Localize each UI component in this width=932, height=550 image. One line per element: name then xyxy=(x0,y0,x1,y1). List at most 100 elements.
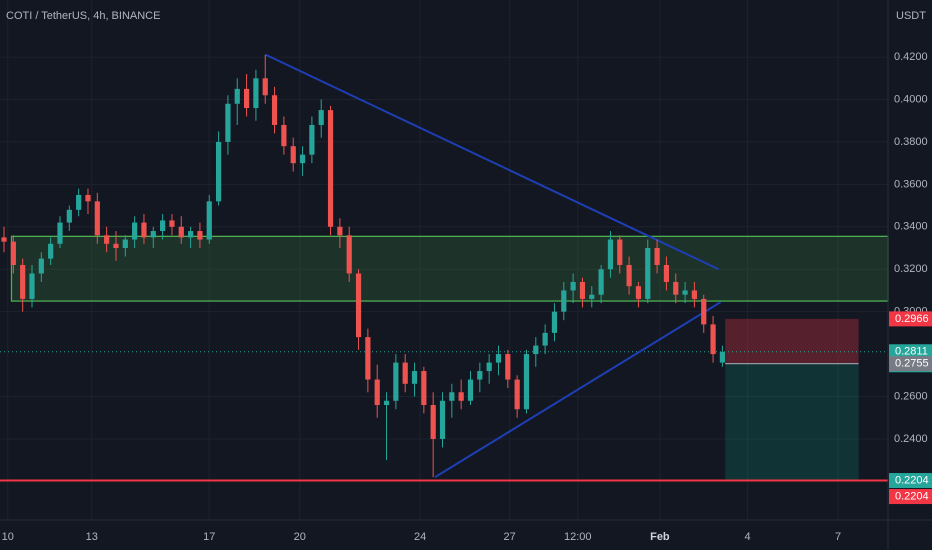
candle-body xyxy=(104,235,110,244)
candle-body xyxy=(561,290,567,312)
candle-body xyxy=(141,222,147,238)
candle-body xyxy=(449,392,455,401)
x-tick-label: 10 xyxy=(2,531,14,543)
y-tick-label: 0.3400 xyxy=(894,221,928,233)
x-tick-label: 20 xyxy=(294,531,306,543)
currency-label: USDT xyxy=(896,10,926,22)
y-tick-label: 0.4200 xyxy=(894,51,928,63)
candle-body xyxy=(579,281,586,299)
candle-body xyxy=(682,290,688,295)
candle-body xyxy=(570,281,576,291)
y-tick-label: 0.2400 xyxy=(894,433,928,445)
y-tick-label: 0.3200 xyxy=(894,263,928,275)
candle-body xyxy=(234,88,240,104)
candle-body xyxy=(281,124,287,147)
candle-body xyxy=(243,88,250,108)
target-zone xyxy=(725,363,859,481)
candle-body xyxy=(206,201,212,240)
candle-body xyxy=(1,237,7,242)
candle-body xyxy=(150,231,156,238)
candle-body xyxy=(188,231,194,238)
y-tick-label: 0.4000 xyxy=(894,93,928,105)
candle-body xyxy=(318,110,324,125)
candle-body xyxy=(355,273,362,338)
candle-body xyxy=(197,231,203,240)
candle-body xyxy=(299,154,306,164)
candle-body xyxy=(645,248,651,299)
grid xyxy=(0,0,888,520)
candle-body xyxy=(122,239,128,249)
x-tick-label: 13 xyxy=(86,531,98,543)
price-label: 0.2966 xyxy=(895,313,929,325)
candle-body xyxy=(94,201,100,236)
candle-body xyxy=(626,264,632,287)
candle-body xyxy=(710,324,716,355)
candle-body xyxy=(225,103,231,142)
candle-body xyxy=(169,220,175,227)
candle-body xyxy=(467,379,474,401)
candle-body xyxy=(663,264,670,282)
candle-body xyxy=(160,220,166,232)
candle-body xyxy=(327,110,334,227)
price-label-bg xyxy=(889,489,932,505)
overlays xyxy=(0,53,889,482)
candle-body xyxy=(411,371,418,384)
candle-body xyxy=(178,226,184,238)
trend-line xyxy=(264,53,720,271)
candle-body xyxy=(132,222,138,240)
candle-body xyxy=(215,141,222,202)
candle-body xyxy=(598,269,604,295)
candle-body xyxy=(439,400,446,439)
candle-body xyxy=(10,241,16,265)
candle-body xyxy=(719,351,725,363)
candle-body xyxy=(701,298,707,325)
price-label: 0.2755 xyxy=(895,358,929,370)
price-label: 0.2204 xyxy=(895,474,929,486)
candle-body xyxy=(402,362,408,384)
candle-body xyxy=(514,379,520,410)
x-tick-label: 17 xyxy=(203,531,215,543)
price-label: 0.2811 xyxy=(895,346,928,358)
y-tick-label: 0.3800 xyxy=(894,136,928,148)
candle-body xyxy=(20,264,26,299)
price-label-bg xyxy=(889,311,932,327)
candle-body xyxy=(309,124,315,155)
candle-body xyxy=(486,362,492,372)
candle-body xyxy=(262,78,268,96)
x-tick-label: 24 xyxy=(414,531,426,543)
candle-body xyxy=(57,222,63,244)
candle-body xyxy=(430,405,436,439)
candle-body xyxy=(393,362,399,401)
candle-body xyxy=(253,78,259,108)
candle-body xyxy=(365,337,371,380)
candle-body xyxy=(477,371,483,380)
x-tick-label: 7 xyxy=(835,531,841,543)
candle-body xyxy=(654,248,660,265)
candle-body xyxy=(113,243,119,249)
trend-line xyxy=(434,301,722,478)
price-label-bg xyxy=(889,473,932,489)
x-tick-label: 12:00 xyxy=(564,531,592,543)
candle-body xyxy=(337,226,343,236)
candle-body xyxy=(290,146,296,164)
candle-body xyxy=(533,345,539,355)
price-label-bg xyxy=(889,356,932,372)
candle-body xyxy=(48,243,54,259)
candle-body xyxy=(421,371,427,406)
candle-body xyxy=(374,379,380,406)
support-zone xyxy=(10,235,889,302)
x-tick-label: 4 xyxy=(745,531,751,543)
symbol-header: COTI / TetherUS, 4h, BINANCE xyxy=(6,10,160,22)
candle-body xyxy=(38,258,44,274)
x-tick-label: Feb xyxy=(650,531,670,543)
candle-body xyxy=(523,354,530,410)
candle-body xyxy=(346,235,352,274)
x-tick-label: 27 xyxy=(504,531,516,543)
candle-body xyxy=(85,194,91,202)
price-label: 0.2204 xyxy=(895,490,929,502)
candle-body xyxy=(271,95,278,125)
candles xyxy=(1,54,725,478)
candle-body xyxy=(635,286,642,299)
